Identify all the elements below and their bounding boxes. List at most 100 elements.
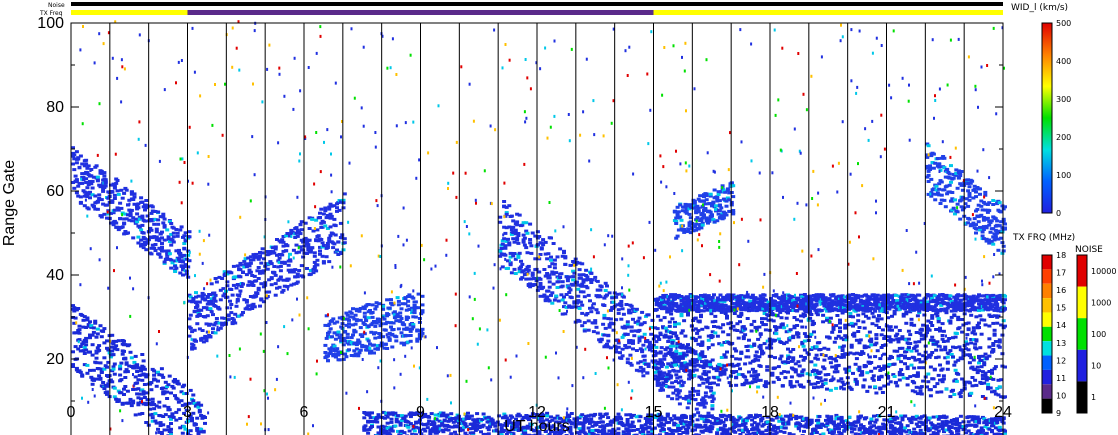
scatter-cell [962,383,967,387]
scatter-cell [734,357,739,361]
scatter-cell [948,321,953,325]
scatter-cell [174,228,179,231]
scatter-cell [385,298,390,302]
scatter-cell [142,383,147,386]
scatter-cell [648,413,653,417]
scatter-cell [688,374,693,378]
scatter-cell [139,397,143,401]
scatter-cell [76,184,81,188]
scatter-cell [908,342,913,345]
scatter-cell [154,230,159,234]
scatter-cell [897,378,902,382]
scatter-cell [543,423,548,427]
scatter-cell [580,303,585,307]
scatter-cell [509,228,514,232]
scatter-cell [671,344,676,348]
scatter-cell [864,314,868,318]
scatter-cell [406,295,411,298]
scatter-cell [204,336,209,340]
scatter-cell [315,228,320,232]
scatter-cell [166,235,171,239]
scatter-cell [166,428,171,432]
scatter-cell [692,361,697,365]
scatter-cell [966,348,971,352]
scatter-cell [870,376,875,380]
scatter-cell [386,431,391,435]
scatter-cell [381,410,386,414]
scatter-cell [488,425,493,429]
scatter-cell [757,325,762,329]
scatter-cell [577,273,582,277]
scatter-cell [512,240,517,244]
scatter-cell [580,413,585,417]
scatter-cell [72,186,77,190]
scatter-cell [926,380,931,384]
scatter-cell [178,251,183,255]
scatter-cell [754,375,759,379]
scatter-cell [71,365,75,368]
scatter-cell [73,331,78,335]
scatter-cell [625,320,630,324]
scatter-cell [815,385,820,389]
scatter-cell [161,386,166,390]
scatter-cell [650,318,655,322]
scatter-cell [569,296,574,300]
scatter-cell [528,222,533,226]
scatter-cell [982,361,987,365]
scatter-cell [125,389,130,393]
scatter-cell [436,426,441,430]
scatter-cell [93,319,98,323]
scatter-cell [786,370,790,374]
scatter-cell [736,336,741,340]
scatter-cell [1001,319,1006,323]
scatter-cell [657,381,662,385]
scatter-cell [345,313,350,317]
scatter-cell [934,342,939,346]
scatter-cell [620,307,625,311]
scatter-cell [558,276,563,279]
scatter-cell [537,235,542,238]
scatter-cell [679,361,684,365]
scatter-cell [717,362,722,366]
scatter-cell [84,326,89,329]
scatter-cell [718,370,723,374]
scatter-cell [191,411,196,415]
scatter-cell [731,417,736,421]
scatter-cell [940,334,945,337]
scatter-cell [159,367,164,371]
scatter-cell [853,362,858,366]
scatter-cell [749,329,754,333]
scatter-cell [258,251,262,254]
scatter-cell [88,336,92,340]
scatter-cell [312,251,317,255]
scatter-cell [97,344,102,348]
scatter-cell [991,348,996,351]
scatter-cell [493,424,498,428]
scatter-cell [825,387,829,391]
scatter-cell [791,348,796,351]
scatter-cell [568,420,573,424]
scatter-cell [821,313,826,317]
scatter-cell [93,321,98,325]
scatter-cell [708,424,713,428]
scatter-cell [118,373,123,377]
scatter-cell [308,272,313,276]
scatter-cell [687,346,692,350]
scatter-cell [895,384,900,388]
scatter-cell [342,192,347,196]
scatter-cell [145,391,150,395]
scatter-cell [602,313,607,317]
scatter-cell [152,235,157,239]
scatter-cell [607,429,612,433]
scatter-cell [786,361,790,364]
scatter-cell [759,419,764,423]
scatter-cell [766,314,771,318]
scatter-cell [288,270,292,274]
scatter-cell [696,393,701,396]
scatter-cell [535,288,540,292]
scatter-cell [85,186,90,190]
scatter-cell [408,329,413,333]
scatter-cell [195,300,200,304]
scatter-cell [691,328,696,332]
scatter-cell [196,309,201,313]
